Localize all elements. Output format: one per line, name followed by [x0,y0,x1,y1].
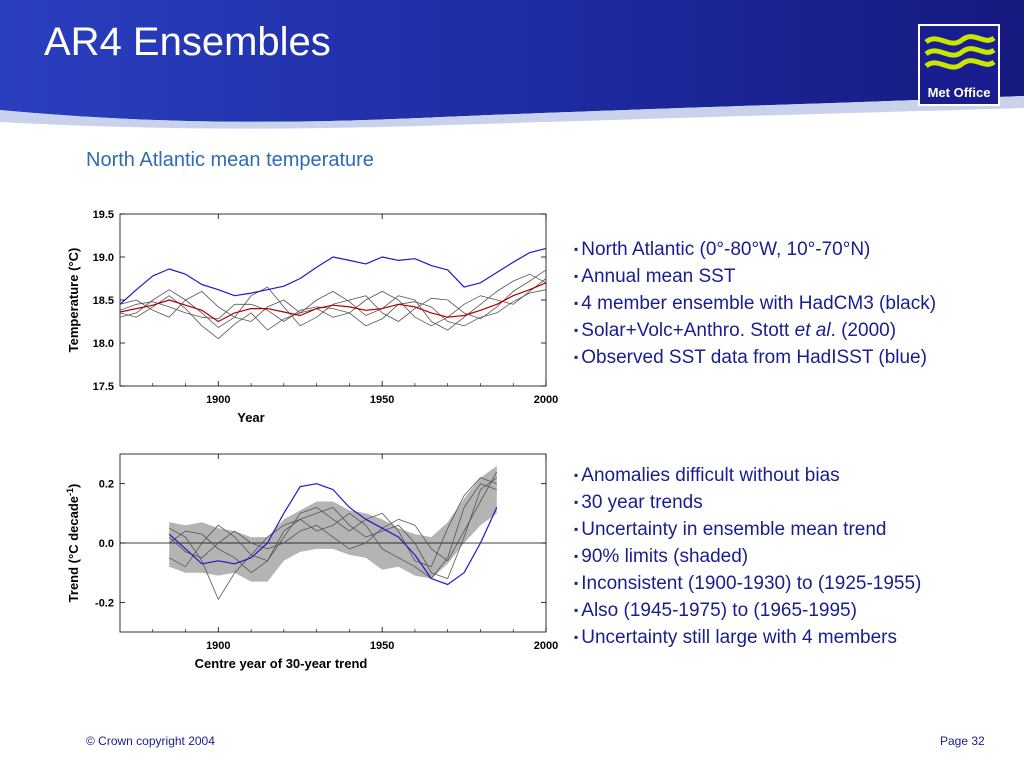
bullet-square-icon: ▪ [574,468,579,482]
bullet-square-icon: ▪ [574,549,579,563]
trend-chart-series-line-2 [169,483,497,600]
bullet-bottom-item-1: ▪ Anomalies difficult without bias [574,462,921,489]
temp-chart-series-line-1 [119,247,547,305]
trend-chart-xtick-label: 1950 [370,640,394,652]
bullet-text: Uncertainty in ensemble mean trend [581,519,887,540]
bullet-text: Annual mean SST [581,266,736,287]
temp-chart-plot-frame [119,213,547,387]
header-background [0,0,1024,130]
temp-chart-ytick-label: 19.5 [93,209,114,221]
bullet-bottom-item-4: ▪ 90% limits (shaded) [574,543,921,570]
temperature-chart: 17.5 18.0 18.5 19.0 19.5 1900 1950 2000 Year Temp… [66,209,558,425]
bullet-square-icon: ▪ [574,269,579,283]
trend-chart-series-line-1 [168,483,498,586]
wave-icon [924,34,996,70]
temp-chart-series-line-5 [119,278,547,328]
bullet-text: North Atlantic (0°-80°W, 10°-70°N) [581,239,871,260]
trend-chart-series-line-4 [168,477,498,580]
bullet-bottom-item-7: ▪ Uncertainty still large with 4 members [574,624,921,651]
bullet-square-icon: ▪ [574,323,579,337]
trend-chart-ytick-label: -0.2 [95,597,114,609]
bullet-square-icon: ▪ [574,522,579,536]
temp-chart-xtick-label: 1900 [206,394,230,406]
trend-chart-series-line-5 [168,471,498,562]
temp-chart-ytick-label: 17.5 [93,381,114,393]
bullet-square-icon: ▪ [574,603,579,617]
bullet-text: Solar+Volc+Anthro. Stott [581,320,795,341]
temp-chart-series-line-4 [119,269,547,327]
footer-copyright: © Crown copyright 2004 [86,734,215,748]
bullet-text: Observed SST data from HadISST (blue) [581,347,927,368]
bullet-text: Inconsistent (1900-1930) to (1925-1955) [581,573,922,594]
temp-chart-yaxis-label: Temperature (°C) [66,248,81,353]
bullet-square-icon: ▪ [574,630,579,644]
trend-chart-yaxis-label: Trend (°C decade-1) [65,484,81,603]
bullets-bottom: ▪ Anomalies difficult without bias ▪ 30 yea… [574,462,921,651]
temp-chart-xaxis-label: Year [237,410,264,425]
bullet-top-item-5: ▪ Observed SST data from HadISST (blue) [574,344,936,371]
trend-chart-ytick-label: 0.2 [99,479,114,491]
temp-chart-xtick-label: 2000 [534,394,558,406]
footer-page-number: Page 32 [940,734,985,748]
bullet-bottom-item-3: ▪ Uncertainty in ensemble mean trend [574,516,921,543]
temp-chart-series-line-6 [119,289,547,327]
trend-chart-ytick-label: 0.0 [99,538,114,550]
temp-chart-ytick-label: 18.0 [93,338,114,350]
trend-chart-xtick-label: 2000 [534,640,558,652]
trend-chart-confidence-band [169,465,497,582]
bullet-text: Anomalies difficult without bias [581,465,840,486]
slide-subtitle: North Atlantic mean temperature [86,149,374,171]
bullet-text: Also (1945-1975) to (1965-1995) [581,600,857,621]
logo-text: Met Office [927,85,991,100]
trend-chart: -0.2 0.0 0.2 1900 1950 2000 Centre year of 30-… [65,453,558,671]
bullet-top-item-1: ▪ North Atlantic (0°-80°W, 10°-70°N) [574,236,936,263]
bullet-text-after: . (2000) [830,320,897,341]
bullet-italic-text: et al [794,320,831,341]
bullet-bottom-item-2: ▪ 30 year trends [574,489,921,516]
bullet-top-item-4: ▪ Solar+Volc+Anthro. Stott et al. (2000) [574,317,936,344]
bullet-text: 90% limits (shaded) [581,546,749,567]
bullet-square-icon: ▪ [574,350,579,364]
bullet-text: 30 year trends [581,492,703,513]
temp-chart-ytick-label: 19.0 [93,252,114,264]
trend-chart-xaxis-label: Centre year of 30-year trend [195,656,368,671]
slide-title: AR4 Ensembles [44,20,331,64]
temp-chart-xtick-label: 1950 [370,394,394,406]
bullet-square-icon: ▪ [574,296,579,310]
bullet-top-item-3: ▪ 4 member ensemble with HadCM3 (black) [574,290,936,317]
bullet-square-icon: ▪ [574,242,579,256]
met-office-logo: Met Office [918,24,1000,106]
bullet-square-icon: ▪ [574,495,579,509]
trend-chart-xtick-label: 1900 [206,640,230,652]
bullet-top-item-2: ▪ Annual mean SST [574,263,936,290]
slide-header: AR4 Ensembles Met Office [0,0,1024,130]
temp-chart-ytick-label: 18.5 [93,295,114,307]
bullet-square-icon: ▪ [574,576,579,590]
bullet-bottom-item-5: ▪ Inconsistent (1900-1930) to (1925-1955) [574,570,921,597]
bullet-bottom-item-6: ▪ Also (1945-1975) to (1965-1995) [574,597,921,624]
bullet-text: 4 member ensemble with HadCM3 (black) [581,293,937,314]
bullet-text: Uncertainty still large with 4 members [581,627,897,648]
temp-chart-series-line-2 [119,282,547,323]
bullets-top: ▪ North Atlantic (0°-80°W, 10°-70°N) ▪ Annu… [574,236,936,371]
trend-chart-series-line-3 [169,477,497,568]
